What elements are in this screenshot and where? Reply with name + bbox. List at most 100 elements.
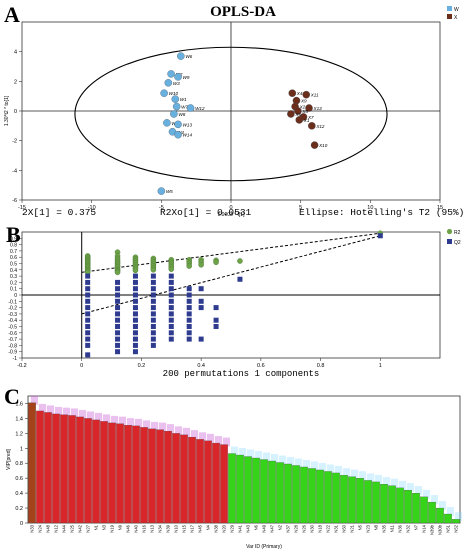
error-band bbox=[406, 483, 414, 493]
q2-point bbox=[85, 311, 91, 317]
q2-point bbox=[186, 286, 192, 292]
vip-bar bbox=[436, 507, 444, 524]
point-label: X1 bbox=[303, 118, 310, 123]
q2-point bbox=[186, 336, 192, 342]
x-tick-label: N23 bbox=[366, 524, 371, 532]
x-tick-label: N19 bbox=[110, 524, 115, 532]
y-tick-label: 0.6 bbox=[10, 255, 17, 261]
error-band bbox=[126, 418, 134, 428]
q2-point bbox=[132, 305, 138, 311]
legend-label-w: W bbox=[454, 7, 459, 13]
x-tick-label: N14 bbox=[422, 524, 427, 532]
point-x4 bbox=[288, 89, 297, 97]
x-tick-label: N40 bbox=[134, 524, 139, 532]
error-band bbox=[54, 406, 62, 416]
error-band bbox=[286, 456, 294, 466]
x-tick-label: N38 bbox=[214, 524, 219, 532]
point-label: X13 bbox=[313, 106, 323, 111]
q2-point bbox=[168, 298, 174, 304]
x-tick-label: N45 bbox=[198, 524, 203, 532]
vip-bar bbox=[148, 428, 156, 524]
q2-point bbox=[150, 317, 156, 323]
x-tick-label: N52 bbox=[454, 524, 459, 532]
vip-bar bbox=[284, 463, 292, 524]
x-tick-label: N9 bbox=[118, 524, 123, 530]
r2-point bbox=[150, 267, 157, 273]
vip-bar bbox=[52, 413, 60, 524]
y-tick-label: 0 bbox=[14, 293, 17, 299]
panel-label-a: A bbox=[4, 2, 20, 27]
q2-point bbox=[150, 324, 156, 329]
x-tick-label: N42 bbox=[78, 524, 83, 532]
error-band bbox=[270, 453, 278, 463]
vip-bar bbox=[228, 453, 236, 524]
q2-point bbox=[132, 273, 138, 279]
x-tick-label: N22 bbox=[326, 524, 331, 532]
y-tick-label: -1 bbox=[13, 356, 18, 362]
q2-point bbox=[150, 273, 156, 279]
q2-point bbox=[150, 342, 156, 348]
vip-bar bbox=[348, 476, 356, 524]
vip-bar bbox=[116, 423, 124, 524]
y-tick-label: -0.4 bbox=[8, 318, 17, 324]
q2-point bbox=[168, 330, 174, 336]
q2-point bbox=[85, 352, 91, 358]
error-band bbox=[302, 459, 310, 469]
q2-point bbox=[168, 286, 174, 292]
point-w12 bbox=[186, 104, 195, 112]
vip-bar bbox=[100, 421, 108, 524]
panel-label-c: C bbox=[4, 384, 20, 409]
q2-point bbox=[168, 279, 174, 285]
x-tick-label: N43 bbox=[246, 524, 251, 532]
q2-point bbox=[115, 279, 121, 285]
error-band bbox=[238, 448, 246, 458]
x-tick-label: N15 bbox=[182, 524, 187, 532]
vip-bar bbox=[140, 427, 148, 524]
q2-point bbox=[115, 292, 121, 298]
q2-point bbox=[186, 317, 192, 323]
y-tick-label: 0.2 bbox=[15, 506, 23, 512]
vip-bar bbox=[28, 402, 36, 524]
vip-bar bbox=[340, 475, 348, 524]
q2-point bbox=[168, 317, 174, 323]
r2-point bbox=[168, 266, 175, 272]
point-label: W1 bbox=[180, 97, 187, 102]
legend-swatch-q2 bbox=[447, 239, 452, 244]
vip-bar bbox=[36, 410, 44, 524]
q2-point bbox=[186, 311, 192, 317]
point-w14 bbox=[174, 130, 182, 139]
vip-bar bbox=[108, 422, 116, 524]
point-label: X9 bbox=[300, 99, 307, 104]
q2-point bbox=[150, 330, 156, 336]
x-tick-label: 10 bbox=[367, 205, 373, 211]
x-tick-label: N13 bbox=[150, 524, 155, 532]
error-band bbox=[382, 477, 390, 487]
x-tick-label: N11 bbox=[390, 524, 395, 532]
point-w6 bbox=[177, 52, 185, 60]
r2-point bbox=[237, 258, 243, 264]
x-tick-label: N47 bbox=[270, 524, 275, 532]
y-tick-label: -0.9 bbox=[8, 350, 17, 356]
point-label: W9 bbox=[183, 75, 190, 80]
error-band bbox=[118, 416, 126, 426]
q2-point bbox=[150, 336, 156, 342]
y-tick-label: -0.6 bbox=[8, 331, 17, 337]
y-tick-label: 2 bbox=[14, 79, 17, 85]
y-tick-label: 0.8 bbox=[15, 461, 23, 467]
x-tick-label: N8 bbox=[374, 524, 379, 530]
error-band bbox=[182, 427, 190, 437]
y-tick-label: -4 bbox=[12, 168, 17, 174]
error-band bbox=[246, 449, 254, 459]
error-band bbox=[134, 418, 142, 428]
point-w9 bbox=[174, 73, 182, 81]
q2-point bbox=[132, 330, 138, 336]
point-w15 bbox=[163, 119, 171, 127]
y-tick-label: 1.4 bbox=[15, 416, 23, 422]
q2-point bbox=[150, 305, 156, 311]
q2-point bbox=[132, 317, 138, 323]
x-tick-label: N34 bbox=[158, 524, 163, 532]
x-tick-label: N17 bbox=[190, 524, 195, 532]
error-band bbox=[166, 424, 174, 434]
q2-point bbox=[115, 342, 121, 348]
q2-point bbox=[377, 233, 383, 239]
